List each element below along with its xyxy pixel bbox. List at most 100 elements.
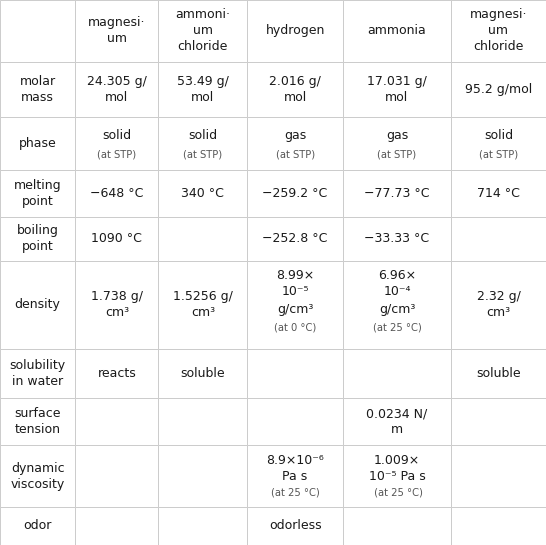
Text: 2.016 g/
mol: 2.016 g/ mol [269, 75, 321, 104]
Text: (at STP): (at STP) [97, 149, 136, 159]
Text: 17.031 g/
mol: 17.031 g/ mol [367, 75, 427, 104]
Bar [247, 445, 343, 507]
Text: Pa s: Pa s [282, 470, 308, 483]
Bar [343, 507, 451, 545]
Text: 53.49 g/
mol: 53.49 g/ mol [177, 75, 229, 104]
Text: 24.305 g/
mol: 24.305 g/ mol [87, 75, 147, 104]
Text: ammoni·
um
chloride: ammoni· um chloride [175, 8, 230, 53]
Text: solid: solid [484, 129, 513, 142]
Text: 10⁻⁵: 10⁻⁵ [281, 285, 309, 298]
Bar [158, 261, 247, 349]
Text: g/cm³: g/cm³ [379, 302, 415, 316]
Bar [247, 261, 343, 349]
Bar [247, 170, 343, 217]
Text: 95.2 g/mol: 95.2 g/mol [465, 83, 532, 96]
Text: magnesi·
um
chloride: magnesi· um chloride [470, 8, 527, 53]
Text: (at 25 °C): (at 25 °C) [371, 487, 423, 497]
Text: (at 25 °C): (at 25 °C) [271, 487, 319, 497]
Text: 8.9×10⁻⁶: 8.9×10⁻⁶ [266, 455, 324, 467]
Text: 714 °C: 714 °C [477, 187, 520, 200]
Text: (at 25 °C): (at 25 °C) [372, 323, 422, 332]
Text: 1.5256 g/
cm³: 1.5256 g/ cm³ [173, 290, 233, 319]
Bar [343, 261, 451, 349]
Bar [158, 217, 247, 261]
Bar [451, 0, 546, 62]
Bar [451, 217, 546, 261]
Text: boiling
point: boiling point [17, 225, 58, 253]
Text: density: density [15, 298, 61, 311]
Text: 6.96×: 6.96× [378, 269, 416, 282]
Text: 10⁻⁴: 10⁻⁴ [383, 285, 411, 298]
Bar [75, 445, 158, 507]
Text: dynamic
viscosity: dynamic viscosity [10, 462, 65, 491]
Text: gas: gas [284, 129, 306, 142]
Bar [451, 507, 546, 545]
Text: odor: odor [23, 519, 52, 532]
Bar [451, 62, 546, 117]
Bar [0, 398, 75, 445]
Bar [75, 170, 158, 217]
Text: molar
mass: molar mass [20, 75, 56, 104]
Bar [75, 217, 158, 261]
Bar [75, 507, 158, 545]
Bar [75, 349, 158, 398]
Bar [0, 349, 75, 398]
Bar [158, 445, 247, 507]
Text: (at STP): (at STP) [479, 149, 518, 159]
Bar [451, 117, 546, 170]
Text: 2.32 g/
cm³: 2.32 g/ cm³ [477, 290, 520, 319]
Bar [247, 349, 343, 398]
Bar [75, 0, 158, 62]
Text: −252.8 °C: −252.8 °C [263, 232, 328, 245]
Text: 340 °C: 340 °C [181, 187, 224, 200]
Bar [158, 117, 247, 170]
Bar [451, 349, 546, 398]
Bar [343, 445, 451, 507]
Bar [343, 398, 451, 445]
Text: soluble: soluble [181, 367, 225, 380]
Text: solid: solid [188, 129, 217, 142]
Bar [0, 445, 75, 507]
Text: soluble: soluble [476, 367, 521, 380]
Text: solid: solid [102, 129, 132, 142]
Bar [0, 170, 75, 217]
Text: (at 0 °C): (at 0 °C) [274, 323, 316, 332]
Text: 0.0234 N/
m: 0.0234 N/ m [366, 408, 428, 437]
Bar [247, 507, 343, 545]
Text: solubility
in water: solubility in water [10, 359, 66, 388]
Bar [451, 445, 546, 507]
Text: (at STP): (at STP) [183, 149, 222, 159]
Bar [158, 0, 247, 62]
Text: g/cm³: g/cm³ [277, 302, 313, 316]
Bar [158, 398, 247, 445]
Text: melting
point: melting point [14, 179, 62, 208]
Bar [451, 398, 546, 445]
Bar [158, 349, 247, 398]
Bar [343, 349, 451, 398]
Bar [0, 217, 75, 261]
Text: −648 °C: −648 °C [90, 187, 144, 200]
Bar [451, 170, 546, 217]
Text: (at STP): (at STP) [377, 149, 417, 159]
Bar [343, 62, 451, 117]
Text: ammonia: ammonia [367, 25, 426, 37]
Bar [75, 117, 158, 170]
Bar [247, 62, 343, 117]
Bar [0, 117, 75, 170]
Bar [343, 117, 451, 170]
Bar [247, 217, 343, 261]
Bar [0, 62, 75, 117]
Text: hydrogen: hydrogen [265, 25, 325, 37]
Text: −33.33 °C: −33.33 °C [364, 232, 430, 245]
Bar [247, 0, 343, 62]
Text: 1090 °C: 1090 °C [91, 232, 143, 245]
Text: phase: phase [19, 137, 57, 150]
Bar [158, 170, 247, 217]
Bar [0, 507, 75, 545]
Text: surface
tension: surface tension [14, 408, 61, 437]
Text: odorless: odorless [269, 519, 322, 532]
Text: 10⁻⁵ Pa s: 10⁻⁵ Pa s [369, 470, 425, 483]
Text: gas: gas [386, 129, 408, 142]
Bar [75, 261, 158, 349]
Text: 1.009×: 1.009× [374, 455, 420, 467]
